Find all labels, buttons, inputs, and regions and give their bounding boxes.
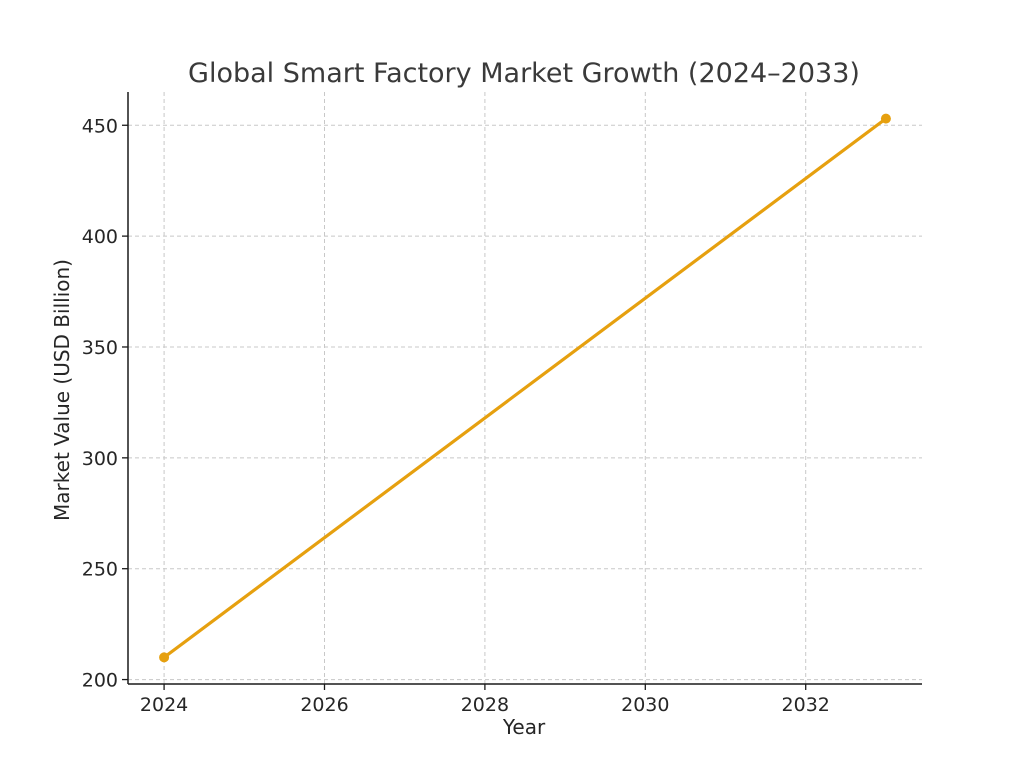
data-point bbox=[880, 113, 891, 124]
gridlines bbox=[128, 92, 922, 684]
chart-title: Global Smart Factory Market Growth (2024… bbox=[188, 58, 860, 89]
y-tick-label: 450 bbox=[82, 115, 118, 137]
x-tick-label: 2028 bbox=[461, 694, 509, 716]
y-tick-label: 400 bbox=[82, 226, 118, 248]
x-axis-label: Year bbox=[502, 715, 546, 739]
y-tick-label: 350 bbox=[82, 337, 118, 359]
y-tick-label: 300 bbox=[82, 448, 118, 470]
data-series bbox=[159, 113, 891, 663]
x-tick-label: 2030 bbox=[621, 694, 669, 716]
x-tick-label: 2026 bbox=[300, 694, 348, 716]
y-tick-label: 200 bbox=[82, 670, 118, 692]
y-tick-label: 250 bbox=[82, 559, 118, 581]
axes bbox=[122, 92, 922, 690]
x-tick-label: 2024 bbox=[140, 694, 188, 716]
data-point bbox=[159, 652, 170, 663]
series-line bbox=[162, 117, 888, 659]
y-axis-label: Market Value (USD Billion) bbox=[50, 259, 74, 521]
x-tick-label: 2032 bbox=[782, 694, 830, 716]
tick-labels: 2024 2026 2028 2030 2032 200 250 300 350 400 450 bbox=[82, 115, 830, 716]
